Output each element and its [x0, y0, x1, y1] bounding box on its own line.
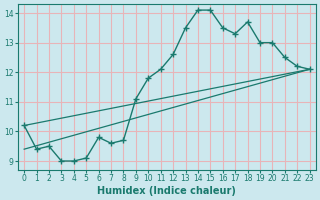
X-axis label: Humidex (Indice chaleur): Humidex (Indice chaleur): [98, 186, 236, 196]
